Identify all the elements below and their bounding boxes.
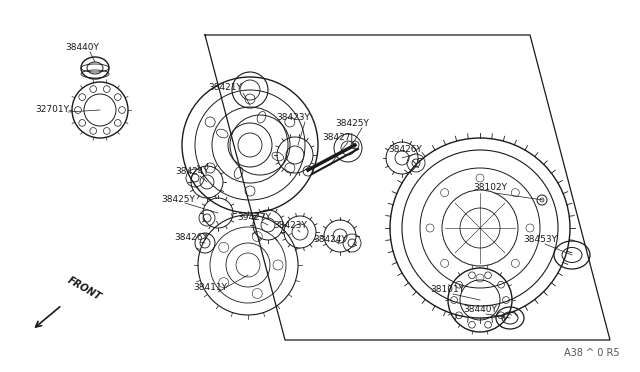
Text: 38411Y: 38411Y bbox=[193, 283, 227, 292]
Text: 39427Y: 39427Y bbox=[237, 214, 271, 222]
Text: A38 ^ 0 R5: A38 ^ 0 R5 bbox=[564, 348, 620, 358]
Text: 38440Y: 38440Y bbox=[65, 44, 99, 52]
Text: 38453Y: 38453Y bbox=[523, 235, 557, 244]
Text: 38425Y: 38425Y bbox=[161, 196, 195, 205]
Text: 38424Y: 38424Y bbox=[313, 235, 347, 244]
Text: 38427J: 38427J bbox=[323, 134, 353, 142]
Text: 38421Y: 38421Y bbox=[208, 83, 242, 93]
Text: 38424Y: 38424Y bbox=[175, 167, 209, 176]
Text: 38426Y: 38426Y bbox=[174, 234, 208, 243]
Text: 38423Y: 38423Y bbox=[273, 221, 307, 231]
Text: 38426Y: 38426Y bbox=[388, 145, 422, 154]
Text: 38440Y: 38440Y bbox=[463, 305, 497, 314]
Text: 38101Y: 38101Y bbox=[430, 285, 464, 295]
Text: 32701Y: 32701Y bbox=[35, 106, 69, 115]
Text: 38102Y: 38102Y bbox=[473, 183, 507, 192]
Text: FRONT: FRONT bbox=[66, 275, 103, 302]
Text: 38425Y: 38425Y bbox=[335, 119, 369, 128]
Text: 38423Y: 38423Y bbox=[276, 113, 310, 122]
